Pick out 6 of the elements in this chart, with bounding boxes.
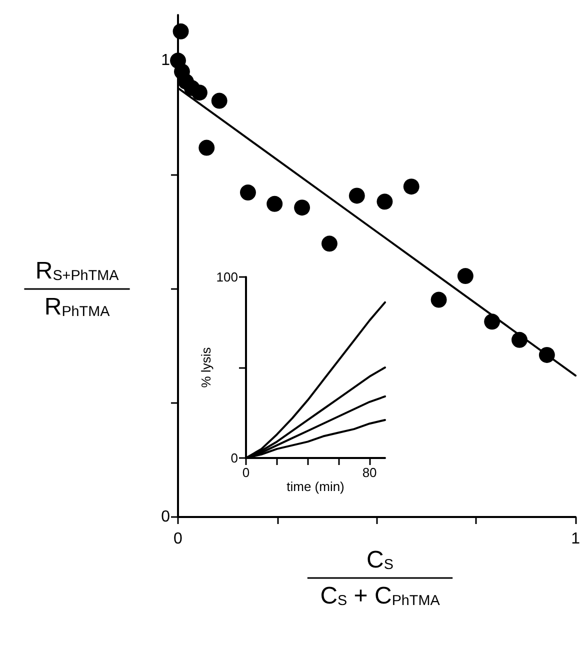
text: CS CS + CPhTMA — [320, 546, 440, 610]
x-axis-title: time (min) — [286, 478, 344, 494]
y-axis-title: RS+PhTMA RPhTMA — [35, 258, 120, 320]
y-axis-title: % lysis — [198, 346, 214, 388]
x-tick-label: 80 — [362, 465, 377, 480]
y-tick-label: 100 — [216, 270, 238, 284]
